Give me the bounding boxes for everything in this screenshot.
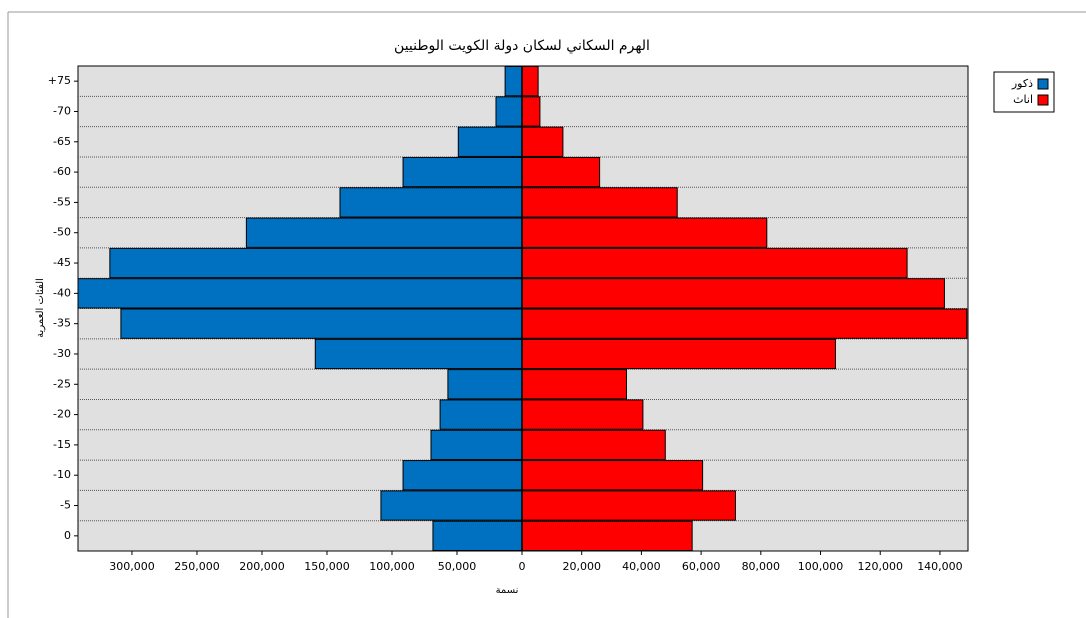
x-tick-label: 40,000 <box>622 560 661 573</box>
x-tick-label: 60,000 <box>682 560 721 573</box>
x-tick-label: 20,000 <box>562 560 601 573</box>
bar <box>402 156 523 188</box>
x-tick-label: 250,000 <box>174 560 220 573</box>
y-tick-label: -60 <box>53 165 71 178</box>
y-tick-label: -35 <box>53 317 71 330</box>
y-tick-label: -30 <box>53 347 71 360</box>
bar <box>504 66 523 97</box>
bar <box>109 247 523 279</box>
bar <box>521 247 908 279</box>
bar <box>521 338 836 370</box>
bar <box>245 217 523 248</box>
bar <box>77 278 523 309</box>
bar <box>521 66 539 97</box>
x-tick-label: 50,000 <box>438 560 477 573</box>
y-tick-label: -10 <box>53 468 71 481</box>
y-tick-label: -70 <box>53 104 71 117</box>
bar <box>521 187 678 218</box>
legend-swatch <box>1037 78 1049 90</box>
bar <box>457 126 523 157</box>
bar <box>521 520 693 551</box>
bar <box>521 278 945 309</box>
bar <box>430 429 523 461</box>
legend-label: اناث <box>1013 93 1033 106</box>
y-tick-label: -5 <box>60 499 71 512</box>
bar <box>380 490 523 521</box>
bar <box>521 308 968 339</box>
y-tick-label: -40 <box>53 286 71 299</box>
bar <box>521 490 736 521</box>
legend-label: ذكور <box>1011 77 1033 90</box>
x-tick-label: 150,000 <box>304 560 350 573</box>
x-tick-label: 0 <box>519 560 526 573</box>
y-axis-label: الفئات العمرية <box>35 278 46 338</box>
x-tick-label: 80,000 <box>742 560 781 573</box>
x-axis-label: نسمة <box>496 585 519 596</box>
bar <box>447 369 523 400</box>
bar <box>120 308 523 339</box>
x-tick-label: 300,000 <box>109 560 155 573</box>
bar <box>521 156 601 188</box>
bar <box>314 338 523 370</box>
legend-swatch <box>1037 94 1049 106</box>
y-tick-label: 0 <box>64 529 71 542</box>
y-tick-label: -25 <box>53 377 71 390</box>
y-tick-label: -15 <box>53 438 71 451</box>
y-tick-label: +75 <box>48 74 71 87</box>
x-tick-label: 100,000 <box>798 560 844 573</box>
bar <box>439 399 523 430</box>
bar <box>402 460 523 491</box>
x-tick-label: 200,000 <box>239 560 285 573</box>
x-tick-label: 100,000 <box>369 560 415 573</box>
x-tick-label: 140,000 <box>917 560 963 573</box>
x-tick-label: 120,000 <box>857 560 903 573</box>
bar <box>521 96 541 127</box>
chart-title: الهرم السكاني لسكان دولة الكويت الوطنيين <box>394 38 650 54</box>
bar <box>521 217 768 248</box>
bar <box>521 460 704 491</box>
bar <box>521 126 564 157</box>
bar <box>521 369 627 400</box>
bar <box>521 399 644 430</box>
bar <box>339 187 523 218</box>
bar <box>495 96 523 127</box>
bar <box>521 429 666 461</box>
y-tick-label: -55 <box>53 195 71 208</box>
y-tick-label: -45 <box>53 256 71 269</box>
y-tick-label: -50 <box>53 226 71 239</box>
bar <box>432 520 523 551</box>
y-tick-label: -65 <box>53 135 71 148</box>
y-tick-label: -20 <box>53 408 71 421</box>
